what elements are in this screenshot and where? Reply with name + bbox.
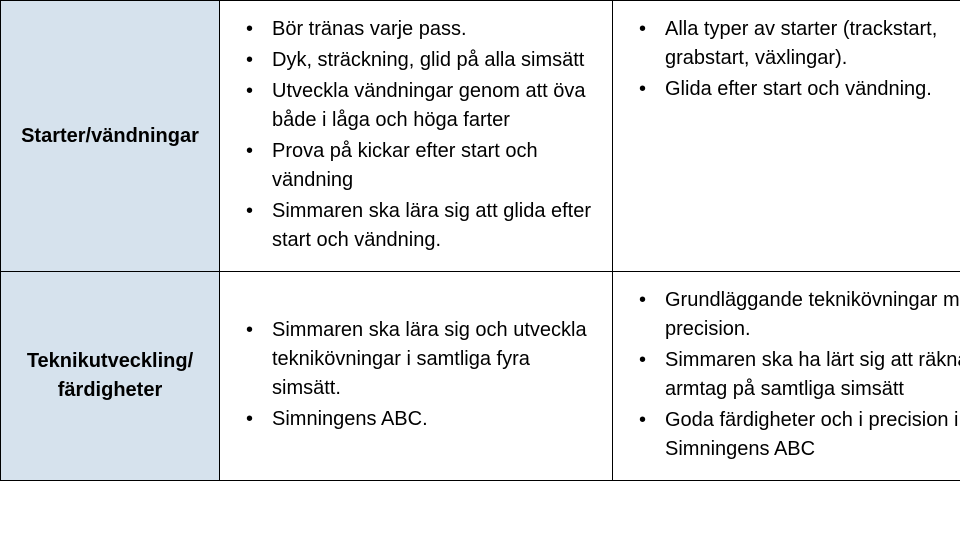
bullet-text: Grundläggande teknikövningar med god pre…: [665, 289, 960, 340]
row-mid-cell: Bör tränas varje pass. Dyk, sträckning, …: [220, 1, 613, 272]
row-right-cell: Grundläggande teknikövningar med god pre…: [613, 272, 960, 481]
bullet-text: Prova på kickar efter start och vändning: [272, 140, 538, 191]
bullet-list: Grundläggande teknikövningar med god pre…: [627, 286, 960, 464]
bullet-text: Dyk, sträckning, glid på alla simsätt: [272, 49, 584, 71]
bullet-text: Glida efter start och vändning.: [665, 78, 932, 100]
bullet-text: Utveckla vändningar genom att öva både i…: [272, 80, 586, 131]
row-header: Starter/vändningar: [1, 1, 220, 272]
list-item: Goda färdigheter och i precision i Simni…: [627, 406, 960, 464]
table-row: Teknikutveckling/ färdigheter Simmaren s…: [1, 272, 960, 481]
list-item: Simmaren ska lära sig att glida efter st…: [234, 197, 598, 255]
bullet-text: Goda färdigheter och i precision i Simni…: [665, 409, 959, 460]
bullet-text: Simmaren ska lära sig att glida efter st…: [272, 200, 591, 251]
table-row: Starter/vändningar Bör tränas varje pass…: [1, 1, 960, 272]
bullet-text: Simningens ABC.: [272, 408, 428, 430]
bullet-text: Simmaren ska ha lärt sig att räkna antal…: [665, 349, 960, 400]
row-header-text: Starter/vändningar: [21, 125, 199, 147]
list-item: Simmaren ska ha lärt sig att räkna antal…: [627, 346, 960, 404]
bullet-list: Alla typer av starter (trackstart, grabs…: [627, 15, 960, 104]
row-header-text: Teknikutveckling/ färdigheter: [27, 350, 193, 401]
bullet-text: Bör tränas varje pass.: [272, 18, 467, 40]
training-table: Starter/vändningar Bör tränas varje pass…: [0, 0, 960, 481]
list-item: Simmaren ska lära sig och utveckla tekni…: [234, 316, 598, 403]
list-item: Grundläggande teknikövningar med god pre…: [627, 286, 960, 344]
bullet-list: Bör tränas varje pass. Dyk, sträckning, …: [234, 15, 598, 255]
row-right-cell: Alla typer av starter (trackstart, grabs…: [613, 1, 960, 272]
list-item: Prova på kickar efter start och vändning: [234, 137, 598, 195]
row-header: Teknikutveckling/ färdigheter: [1, 272, 220, 481]
row-mid-cell: Simmaren ska lära sig och utveckla tekni…: [220, 272, 613, 481]
list-item: Alla typer av starter (trackstart, grabs…: [627, 15, 960, 73]
list-item: Bör tränas varje pass.: [234, 15, 598, 44]
list-item: Utveckla vändningar genom att öva både i…: [234, 77, 598, 135]
list-item: Glida efter start och vändning.: [627, 75, 960, 104]
bullet-list: Simmaren ska lära sig och utveckla tekni…: [234, 316, 598, 434]
bullet-text: Simmaren ska lära sig och utveckla tekni…: [272, 319, 587, 399]
list-item: Simningens ABC.: [234, 405, 598, 434]
bullet-text: Alla typer av starter (trackstart, grabs…: [665, 18, 937, 69]
list-item: Dyk, sträckning, glid på alla simsätt: [234, 46, 598, 75]
